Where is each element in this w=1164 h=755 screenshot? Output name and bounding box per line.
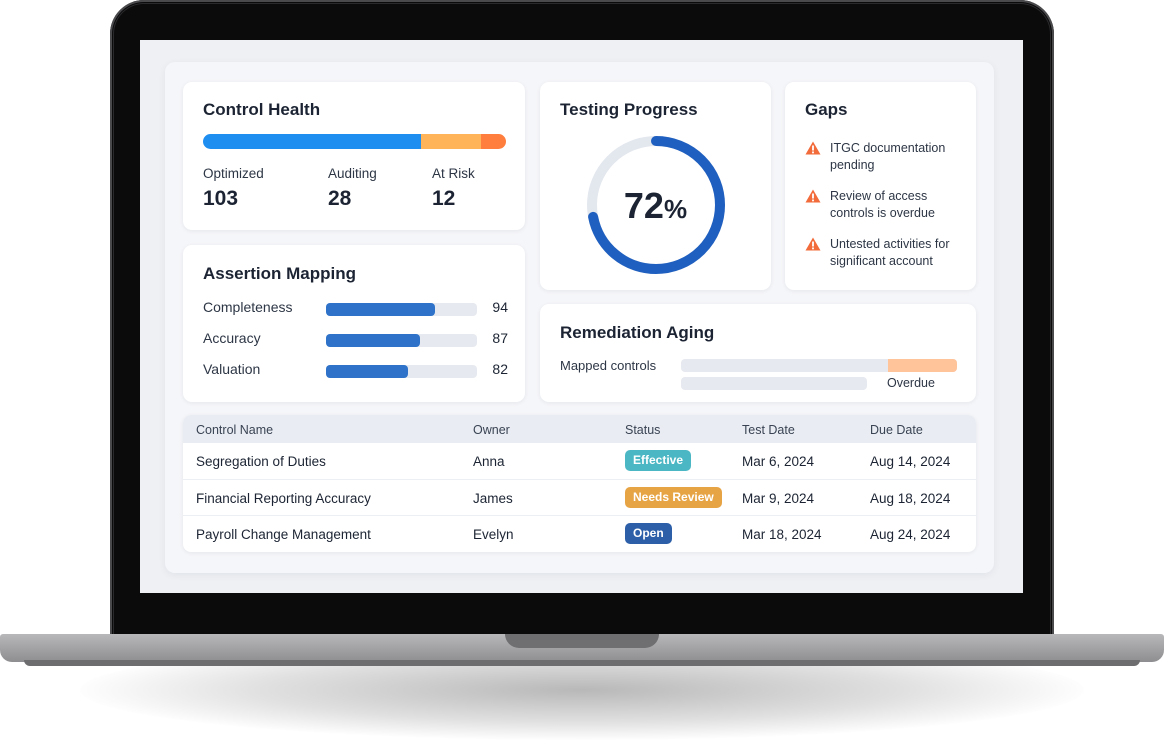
assertion-row-accuracy: Accuracy 87 bbox=[203, 330, 508, 350]
owner: Evelyn bbox=[473, 527, 514, 542]
remediation-aging-card: Remediation Aging Mapped controls Overdu… bbox=[540, 304, 976, 402]
laptop-lid-rim bbox=[113, 3, 1051, 640]
assertion-mapping-card: Assertion Mapping Completeness 94 Accura… bbox=[183, 245, 525, 402]
column-header: Status bbox=[625, 423, 661, 437]
control-name: Segregation of Duties bbox=[196, 454, 326, 469]
test-date: Mar 9, 2024 bbox=[742, 491, 815, 506]
gap-text: ITGC documentation pending bbox=[830, 141, 946, 172]
stat-value: 103 bbox=[203, 187, 239, 210]
due-date: Aug 24, 2024 bbox=[870, 527, 951, 542]
card-title: Control Health bbox=[203, 100, 321, 119]
assertion-fill bbox=[326, 334, 420, 347]
assertion-value: 87 bbox=[492, 330, 508, 346]
assertion-fill bbox=[326, 365, 408, 378]
column-header: Owner bbox=[473, 423, 510, 437]
assertion-label: Accuracy bbox=[203, 330, 261, 346]
test-date: Mar 18, 2024 bbox=[742, 527, 822, 542]
warning-icon bbox=[805, 189, 821, 203]
dashboard-panel: Control Health Optimized 103 Auditing 28… bbox=[165, 62, 994, 573]
table-header: Control Name Owner Status Test Date Due … bbox=[183, 415, 976, 443]
status-badge: Open bbox=[625, 523, 672, 544]
card-title: Assertion Mapping bbox=[203, 264, 357, 283]
due-date: Aug 18, 2024 bbox=[870, 491, 951, 506]
assertion-label: Valuation bbox=[203, 361, 261, 377]
assertion-track bbox=[326, 365, 477, 378]
status-badge: Needs Review bbox=[625, 487, 722, 508]
stat-label: Auditing bbox=[328, 166, 377, 181]
testing-progress-card: Testing Progress 72% bbox=[540, 82, 771, 290]
table-row[interactable]: Payroll Change Management Evelyn Open Ma… bbox=[183, 515, 976, 552]
card-title: Testing Progress bbox=[560, 100, 698, 119]
auditing-segment bbox=[421, 134, 481, 149]
column-header: Control Name bbox=[196, 423, 274, 437]
assertion-track bbox=[326, 334, 477, 347]
control-name: Financial Reporting Accuracy bbox=[196, 491, 371, 506]
optimized-segment bbox=[203, 134, 422, 149]
gaps-card: Gaps ITGC documentation pending Review o… bbox=[785, 82, 976, 290]
table-row[interactable]: Financial Reporting Accuracy James Needs… bbox=[183, 479, 976, 516]
stat-label: Optimized bbox=[203, 166, 264, 181]
control-health-bar bbox=[203, 134, 506, 149]
at-risk-segment bbox=[480, 134, 506, 149]
progress-unit: % bbox=[663, 194, 688, 224]
status-badge: Effective bbox=[625, 450, 692, 471]
overdue-segment bbox=[888, 359, 957, 372]
stat-label: At Risk bbox=[432, 166, 475, 181]
stat-value: 28 bbox=[328, 187, 352, 210]
control-name: Payroll Change Management bbox=[196, 527, 371, 542]
progress-ring-fill bbox=[587, 136, 725, 274]
progress-number: 72 bbox=[623, 185, 664, 226]
assertion-row-completeness: Completeness 94 bbox=[203, 299, 508, 319]
assertion-label: Completeness bbox=[203, 299, 293, 315]
gap-text: Untested activities for significant acco… bbox=[830, 237, 950, 268]
table-row[interactable]: Segregation of Duties Anna Effective Mar… bbox=[183, 443, 976, 479]
overdue-label: Overdue bbox=[887, 376, 935, 390]
column-header: Test Date bbox=[742, 423, 795, 437]
stat-value: 12 bbox=[432, 187, 456, 210]
laptop-base-edge bbox=[24, 660, 1140, 666]
test-date: Mar 6, 2024 bbox=[742, 454, 815, 469]
laptop-screen: Control Health Optimized 103 Auditing 28… bbox=[140, 40, 1023, 593]
progress-ring bbox=[587, 136, 725, 274]
warning-icon bbox=[805, 237, 821, 251]
secondary-bar bbox=[681, 377, 867, 390]
assertion-value: 82 bbox=[492, 361, 508, 377]
controls-table: Control Name Owner Status Test Date Due … bbox=[183, 415, 976, 552]
owner: Anna bbox=[473, 454, 505, 469]
assertion-value: 94 bbox=[492, 299, 508, 315]
stat-at-risk: At Risk 12 bbox=[432, 166, 475, 211]
mapped-controls-bar bbox=[681, 359, 957, 372]
assertion-track bbox=[326, 303, 477, 316]
column-header: Due Date bbox=[870, 423, 923, 437]
card-title: Remediation Aging bbox=[560, 323, 715, 342]
due-date: Aug 14, 2024 bbox=[870, 454, 951, 469]
stat-optimized: Optimized 103 bbox=[203, 166, 264, 211]
assertion-row-valuation: Valuation 82 bbox=[203, 361, 508, 381]
card-title: Gaps bbox=[805, 100, 848, 119]
control-health-card: Control Health Optimized 103 Auditing 28… bbox=[183, 82, 525, 230]
progress-value: 72% bbox=[540, 185, 771, 227]
assertion-fill bbox=[326, 303, 435, 316]
owner: James bbox=[473, 491, 513, 506]
warning-icon bbox=[805, 141, 821, 155]
stat-auditing: Auditing 28 bbox=[328, 166, 377, 211]
gap-text: Review of access controls is overdue bbox=[830, 189, 935, 220]
mapped-controls-label: Mapped controls bbox=[560, 358, 657, 373]
laptop-notch bbox=[505, 634, 659, 648]
